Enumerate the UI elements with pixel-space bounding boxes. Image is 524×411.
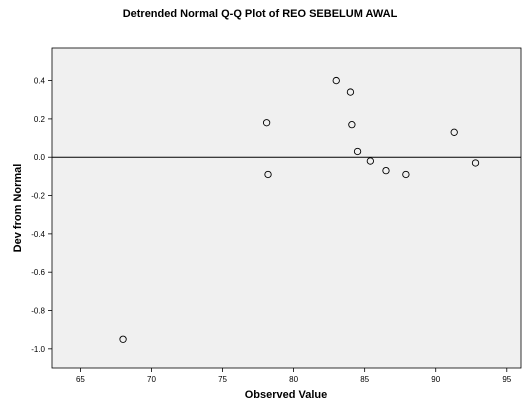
data-point <box>346 88 355 96</box>
x-tick-label: 80 <box>289 375 298 384</box>
data-point <box>382 166 390 175</box>
x-tick-label: 75 <box>218 375 227 384</box>
x-tick-label: 85 <box>360 375 369 384</box>
y-axis: 0.4 0.2 0.0 -0.2 -0.4 -0.6 -0.8 -1.0 <box>31 77 52 354</box>
y-tick-label: -0.2 <box>31 192 45 201</box>
data-point <box>119 335 127 343</box>
y-tick-label: -0.6 <box>31 268 45 277</box>
data-point <box>471 159 480 167</box>
y-tick-label: 0.0 <box>34 153 46 162</box>
y-tick-label: 0.2 <box>34 115 46 124</box>
data-point <box>366 157 375 165</box>
data-point <box>450 128 458 136</box>
data-points <box>119 76 480 343</box>
y-tick-label: -1.0 <box>31 345 45 354</box>
data-point <box>262 119 271 127</box>
y-tick-label: -0.8 <box>31 307 45 316</box>
x-tick-label: 95 <box>502 375 511 384</box>
y-tick-label: 0.4 <box>34 77 46 86</box>
chart-title: Detrended Normal Q-Q Plot of REO SEBELUM… <box>123 8 398 20</box>
data-point <box>348 120 356 129</box>
plot-area <box>51 47 522 369</box>
y-axis-label: Dev from Normal <box>12 164 24 253</box>
x-tick-label: 70 <box>147 375 156 384</box>
data-point <box>353 147 362 156</box>
data-point <box>264 170 272 179</box>
x-axis: 65 70 75 80 85 90 95 <box>76 368 512 384</box>
x-axis-label: Observed Value <box>245 389 328 401</box>
data-point <box>402 170 410 179</box>
y-tick-label: -0.4 <box>31 230 45 239</box>
x-tick-label: 65 <box>76 375 85 384</box>
data-point <box>332 76 340 85</box>
x-tick-label: 90 <box>431 375 440 384</box>
